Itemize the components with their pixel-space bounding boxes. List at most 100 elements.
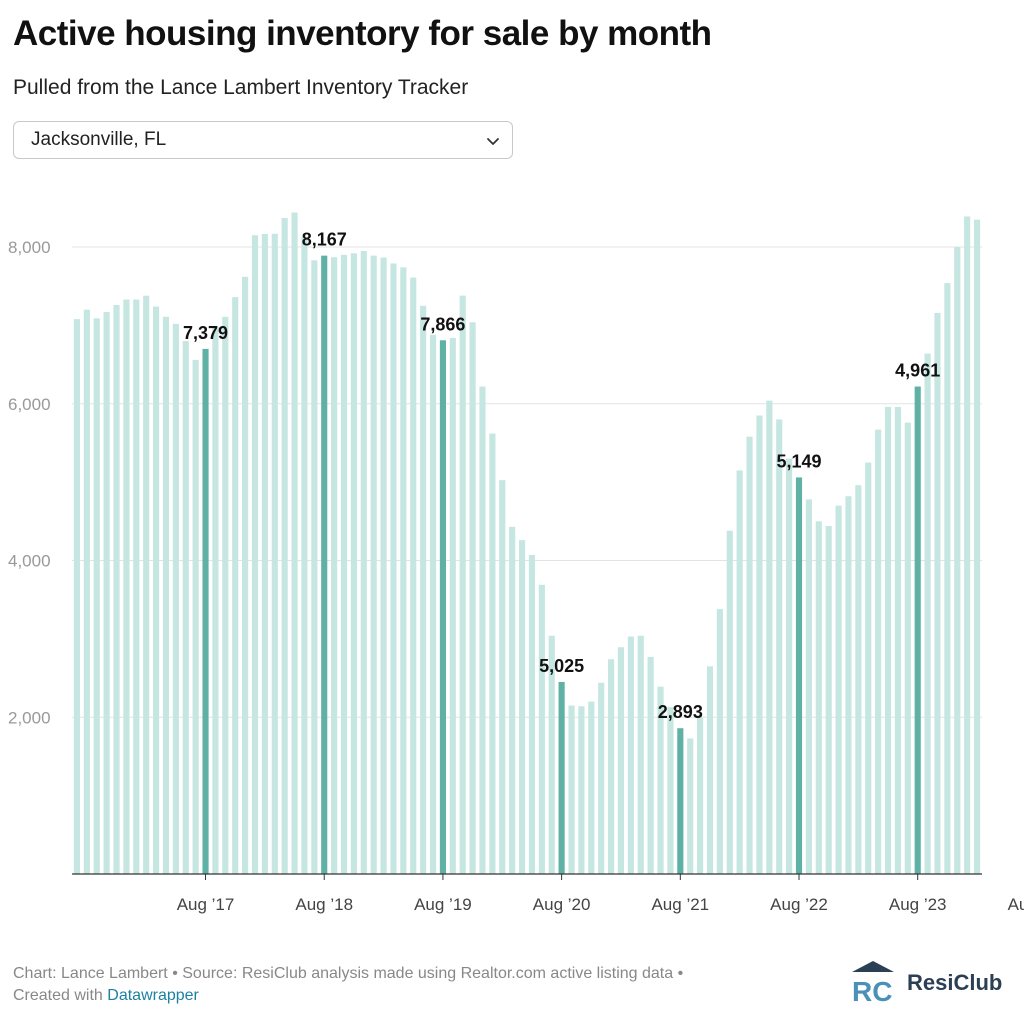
bar [271,233,278,874]
bar [281,218,288,874]
data-label: 8,349 [1014,170,1024,174]
bar [459,295,466,874]
bar [964,216,971,875]
bar [410,277,417,874]
bar [340,254,348,874]
bar-chart: 2,000 4,000 6,000 8,000 7,379 8,167 7,866 5,025… [8,170,1024,914]
bar [93,318,100,874]
bar-highlight [914,386,921,874]
resiclub-logo-mark: RC [852,961,894,1007]
footer-created-prefix: Created with [13,987,108,1004]
y-tick-label: 6,000 [8,395,51,414]
x-tick-label: Aug ’21 [651,895,709,914]
bar [301,236,308,874]
bar [528,555,536,874]
bar [904,422,911,874]
bar [598,682,605,874]
bar [479,386,486,874]
data-label: 2,893 [658,702,703,722]
bar [608,659,615,874]
bar-highlight [558,681,565,874]
bar-highlight [321,255,328,875]
bar [123,299,130,874]
bar [825,526,832,874]
bar [944,283,951,874]
bar [716,609,723,874]
bar [311,260,318,874]
bar-highlight [439,340,446,875]
bar [954,247,961,874]
y-tick-label: 4,000 [8,552,51,571]
bar [697,717,704,874]
bar [875,429,882,874]
x-tick-label: Aug ’22 [770,895,828,914]
x-tick-label: Aug ’20 [533,895,591,914]
datawrapper-link[interactable]: Datawrapper [107,987,199,1004]
bar [489,433,496,874]
bar [370,255,377,875]
bar-highlight [795,477,803,874]
bar [73,319,81,874]
bar [222,316,229,874]
bar [726,530,733,874]
bar [350,253,357,874]
bar [182,341,189,874]
data-label: 7,379 [183,323,228,343]
chart-footer: Chart: Lance Lambert • Source: ResiClub … [13,963,683,1007]
bar [212,326,219,874]
bar [429,334,437,874]
bar [499,480,506,874]
bar [776,419,783,874]
bar [153,306,160,874]
bar [538,584,545,874]
bar [845,496,852,874]
bar [113,305,120,874]
bar [261,233,268,874]
x-tick-label: Aug ’19 [414,895,472,914]
bar [390,263,397,874]
footer-credits: Chart: Lance Lambert • Source: ResiClub … [13,965,684,982]
bar [509,526,516,874]
bar [835,505,842,874]
bar [657,686,664,874]
bar [232,297,239,874]
bar [192,359,199,874]
bar [420,305,427,874]
resiclub-logo: RC ResiClub [849,958,1009,1007]
bar [133,299,140,874]
y-tick-label: 2,000 [8,708,51,727]
bar [331,257,338,874]
bar [756,415,763,874]
x-tick-label: Aug ’18 [295,895,353,914]
bar [746,436,753,874]
bar-highlight [202,348,209,874]
bar [687,738,694,874]
bar [568,705,575,874]
data-label: 8,167 [302,230,347,250]
data-label: 5,025 [539,656,584,676]
x-tick-label: Aug ’17 [177,895,235,914]
bar [973,219,981,874]
bar [815,521,822,874]
bar [469,322,476,874]
bar [162,316,170,874]
market-select-value: Jacksonville, FL [31,129,167,150]
bar [617,647,625,874]
bar [786,458,793,874]
bar [291,212,298,874]
data-label: 4,961 [895,361,940,381]
chevron-down-icon [487,138,499,145]
bar [855,485,862,874]
bar [805,499,812,874]
market-select-dropdown[interactable]: Jacksonville, FL [13,121,513,159]
bar [242,276,249,874]
bar [172,323,179,875]
y-tick-label: 8,000 [8,238,51,257]
bar [894,406,901,874]
bar [251,235,259,874]
x-tick-label: Aug ’23 [889,895,947,914]
bar [647,656,654,874]
svg-text:RC: RC [852,976,892,1004]
bar [103,312,110,874]
footer-created-with: Created with Datawrapper [13,985,683,1007]
